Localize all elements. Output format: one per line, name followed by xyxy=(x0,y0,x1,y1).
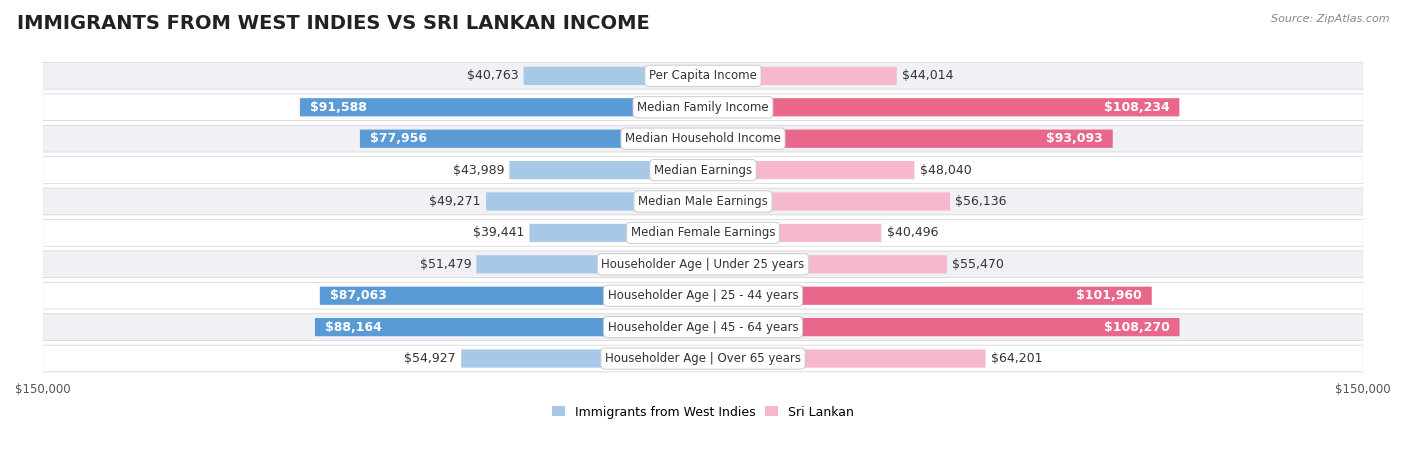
Text: Source: ZipAtlas.com: Source: ZipAtlas.com xyxy=(1271,14,1389,24)
Text: $51,479: $51,479 xyxy=(419,258,471,271)
Text: Median Earnings: Median Earnings xyxy=(654,163,752,177)
Text: $48,040: $48,040 xyxy=(920,163,972,177)
Legend: Immigrants from West Indies, Sri Lankan: Immigrants from West Indies, Sri Lankan xyxy=(548,402,858,422)
FancyBboxPatch shape xyxy=(703,161,914,179)
FancyBboxPatch shape xyxy=(461,349,703,368)
FancyBboxPatch shape xyxy=(703,255,948,273)
Text: $55,470: $55,470 xyxy=(952,258,1004,271)
Text: $108,270: $108,270 xyxy=(1104,321,1170,333)
Text: $64,201: $64,201 xyxy=(991,352,1042,365)
Text: $87,063: $87,063 xyxy=(330,289,387,302)
Text: $40,763: $40,763 xyxy=(467,70,519,82)
FancyBboxPatch shape xyxy=(477,255,703,273)
Text: Median Male Earnings: Median Male Earnings xyxy=(638,195,768,208)
Text: $56,136: $56,136 xyxy=(955,195,1007,208)
Text: $49,271: $49,271 xyxy=(429,195,481,208)
Text: $77,956: $77,956 xyxy=(370,132,427,145)
Text: Median Family Income: Median Family Income xyxy=(637,101,769,114)
FancyBboxPatch shape xyxy=(703,129,1112,148)
FancyBboxPatch shape xyxy=(530,224,703,242)
FancyBboxPatch shape xyxy=(703,192,950,211)
FancyBboxPatch shape xyxy=(42,314,1364,340)
FancyBboxPatch shape xyxy=(360,129,703,148)
Text: $108,234: $108,234 xyxy=(1104,101,1170,114)
Text: Per Capita Income: Per Capita Income xyxy=(650,70,756,82)
Text: Householder Age | Under 25 years: Householder Age | Under 25 years xyxy=(602,258,804,271)
Text: $39,441: $39,441 xyxy=(472,226,524,240)
Text: Median Household Income: Median Household Income xyxy=(626,132,780,145)
FancyBboxPatch shape xyxy=(42,125,1364,152)
FancyBboxPatch shape xyxy=(703,98,1180,116)
FancyBboxPatch shape xyxy=(42,283,1364,309)
FancyBboxPatch shape xyxy=(42,219,1364,246)
Text: $54,927: $54,927 xyxy=(405,352,456,365)
FancyBboxPatch shape xyxy=(42,251,1364,278)
FancyBboxPatch shape xyxy=(509,161,703,179)
FancyBboxPatch shape xyxy=(299,98,703,116)
Text: IMMIGRANTS FROM WEST INDIES VS SRI LANKAN INCOME: IMMIGRANTS FROM WEST INDIES VS SRI LANKA… xyxy=(17,14,650,33)
Text: Median Female Earnings: Median Female Earnings xyxy=(631,226,775,240)
FancyBboxPatch shape xyxy=(42,188,1364,215)
Text: Householder Age | 45 - 64 years: Householder Age | 45 - 64 years xyxy=(607,321,799,333)
FancyBboxPatch shape xyxy=(703,318,1180,336)
Text: $93,093: $93,093 xyxy=(1046,132,1102,145)
FancyBboxPatch shape xyxy=(42,345,1364,372)
FancyBboxPatch shape xyxy=(319,287,703,305)
FancyBboxPatch shape xyxy=(703,287,1152,305)
Text: $101,960: $101,960 xyxy=(1076,289,1142,302)
FancyBboxPatch shape xyxy=(486,192,703,211)
FancyBboxPatch shape xyxy=(703,67,897,85)
Text: $40,496: $40,496 xyxy=(887,226,938,240)
FancyBboxPatch shape xyxy=(315,318,703,336)
FancyBboxPatch shape xyxy=(42,157,1364,184)
Text: $43,989: $43,989 xyxy=(453,163,505,177)
FancyBboxPatch shape xyxy=(42,63,1364,89)
Text: $91,588: $91,588 xyxy=(309,101,367,114)
FancyBboxPatch shape xyxy=(42,94,1364,120)
FancyBboxPatch shape xyxy=(523,67,703,85)
FancyBboxPatch shape xyxy=(703,349,986,368)
Text: Householder Age | 25 - 44 years: Householder Age | 25 - 44 years xyxy=(607,289,799,302)
FancyBboxPatch shape xyxy=(703,224,882,242)
Text: $88,164: $88,164 xyxy=(325,321,382,333)
Text: Householder Age | Over 65 years: Householder Age | Over 65 years xyxy=(605,352,801,365)
Text: $44,014: $44,014 xyxy=(903,70,953,82)
